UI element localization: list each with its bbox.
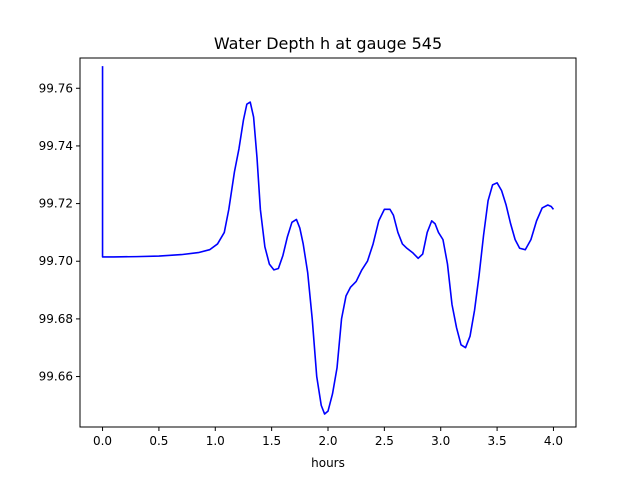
x-tick-label: 4.0	[544, 434, 563, 448]
x-axis-ticks: 0.0 0.5 1.0 1.5 2.0 2.5 3.0 3.5 4.0	[93, 427, 563, 448]
axes-frame	[79, 57, 577, 428]
y-tick-label: 99.68	[39, 312, 73, 326]
x-tick-label: 1.5	[262, 434, 281, 448]
x-tick-label: 3.5	[488, 434, 507, 448]
x-tick-label: 1.0	[206, 434, 225, 448]
y-tick-label: 99.72	[39, 197, 73, 211]
x-tick-label: 3.0	[431, 434, 450, 448]
plot-area	[101, 66, 555, 415]
x-axis-label: hours	[311, 456, 345, 470]
y-axis-ticks: 99.66 99.68 99.70 99.72 99.74 99.76	[39, 81, 80, 384]
series-line-0	[101, 66, 555, 415]
chart-title: Water Depth h at gauge 545	[214, 34, 442, 53]
x-tick-label: 2.5	[375, 434, 394, 448]
y-tick-label: 99.70	[39, 254, 73, 268]
y-tick-label: 99.76	[39, 81, 73, 95]
y-tick-label: 99.74	[39, 139, 73, 153]
x-tick-label: 0.5	[149, 434, 168, 448]
y-tick-label: 99.66	[39, 370, 73, 384]
x-tick-label: 0.0	[93, 434, 112, 448]
x-tick-label: 2.0	[318, 434, 337, 448]
